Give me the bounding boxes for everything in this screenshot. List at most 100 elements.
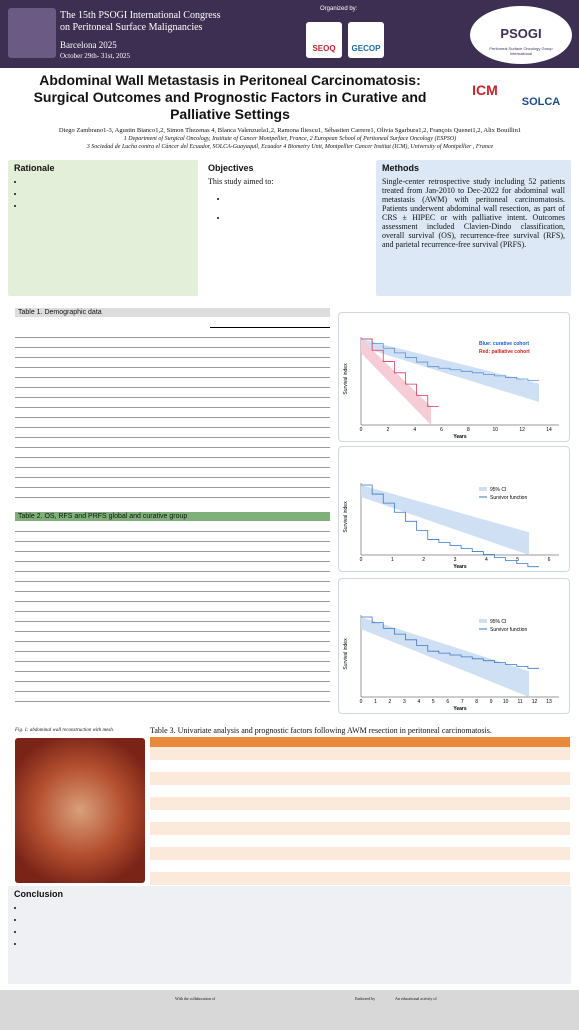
cell <box>210 347 270 357</box>
cell <box>270 447 330 457</box>
cell <box>150 772 242 785</box>
cell <box>210 327 270 337</box>
column-header <box>461 737 570 747</box>
cell <box>210 447 270 457</box>
x-tick-label: 3 <box>454 557 457 563</box>
cell <box>270 357 330 367</box>
curve <box>361 616 539 669</box>
cell <box>270 387 330 397</box>
row <box>15 691 330 701</box>
cell <box>15 681 204 691</box>
organized-by: Organized by: <box>320 6 358 12</box>
footer-label: An educational activity of <box>395 996 437 1001</box>
caption: Table 1. Demographic data <box>15 308 330 317</box>
cell <box>270 337 330 347</box>
row <box>15 531 330 541</box>
heading: Methods <box>382 163 419 173</box>
row <box>15 327 330 337</box>
logo: SOLCA <box>516 72 566 112</box>
cell <box>210 477 270 487</box>
plot: 0 1 2 3 4 5 6 Years Survival index 95% CI Survivor… <box>343 483 559 570</box>
conclusion: Conclusion <box>8 886 571 984</box>
cell <box>242 785 297 798</box>
cell <box>229 581 330 591</box>
bullet <box>25 903 565 912</box>
cell <box>210 437 270 447</box>
row <box>15 427 330 437</box>
cell <box>229 621 330 631</box>
x-tick-label: 2 <box>422 557 425 563</box>
cell <box>461 860 516 873</box>
cell <box>150 737 242 747</box>
cell <box>515 747 570 760</box>
x-tick-label: 6 <box>446 699 449 705</box>
row <box>15 571 330 581</box>
cell <box>204 641 229 651</box>
bullet-list <box>14 903 565 948</box>
cell <box>15 641 204 651</box>
cell <box>352 847 407 860</box>
x-tick-label: 7 <box>461 699 464 705</box>
cell <box>297 760 352 773</box>
row <box>15 561 330 571</box>
cell <box>210 417 270 427</box>
cell <box>352 747 407 760</box>
poster-title: Abdominal Wall Metastasis in Peritoneal … <box>33 72 427 122</box>
figure: 0 1 2 3 4 5 6 7 8 9 10 11 12 13 Years Survival index 95%… <box>338 578 570 714</box>
legend-entry: Survivor function <box>490 495 527 501</box>
cell <box>461 847 516 860</box>
cell <box>461 872 516 885</box>
bullet-list <box>208 194 366 222</box>
authors: Diego Zambrano1-3, Agustin Bianco1,2, Si… <box>58 127 522 134</box>
cell <box>150 785 242 798</box>
cell <box>15 377 210 387</box>
cell <box>270 417 330 427</box>
bullet <box>25 939 565 948</box>
legend-entry: 95% CI <box>490 619 506 625</box>
intro: This study aimed to: <box>208 177 274 186</box>
cell <box>461 747 516 760</box>
row <box>15 387 330 397</box>
row <box>150 847 570 860</box>
cell <box>15 347 210 357</box>
cell <box>352 860 407 873</box>
cell <box>515 847 570 860</box>
x-tick-label: 5 <box>516 557 519 563</box>
cell <box>406 860 461 873</box>
ci-band <box>361 617 529 697</box>
heading: Conclusion <box>14 889 63 899</box>
cell <box>15 561 204 571</box>
cell <box>406 835 461 848</box>
cell <box>150 872 242 885</box>
row <box>150 784 570 798</box>
cell <box>270 437 330 447</box>
plot: 0 2 4 6 8 10 12 14 Years Survival index Blue: cura… <box>343 337 559 440</box>
cell <box>210 377 270 387</box>
y-axis-label: Survival index <box>343 501 349 533</box>
cell <box>15 467 210 477</box>
row <box>15 477 330 487</box>
note <box>15 691 330 701</box>
x-tick-label: 10 <box>493 427 499 433</box>
cell <box>15 571 204 581</box>
bullet <box>25 915 565 924</box>
bullet-list <box>14 177 192 210</box>
cell <box>15 367 210 377</box>
table3: Table 3. Univariate analysis and prognos… <box>150 726 570 885</box>
cell <box>406 785 461 798</box>
row <box>150 797 570 810</box>
x-tick-label: 12 <box>519 427 525 433</box>
cell <box>15 601 204 611</box>
cell <box>204 631 229 641</box>
cell <box>270 457 330 467</box>
heading: Rationale <box>14 163 55 173</box>
cell <box>270 397 330 407</box>
cell <box>210 387 270 397</box>
cell <box>15 631 204 641</box>
congress: The 15th PSOGI International Congress <box>60 10 221 21</box>
x-tick-label: 6 <box>440 427 443 433</box>
header-row <box>15 317 330 328</box>
x-axis-label: Years <box>453 706 467 712</box>
x-tick-label: 13 <box>546 699 552 705</box>
